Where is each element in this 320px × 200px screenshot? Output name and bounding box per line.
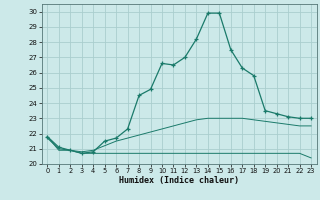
X-axis label: Humidex (Indice chaleur): Humidex (Indice chaleur) — [119, 176, 239, 185]
